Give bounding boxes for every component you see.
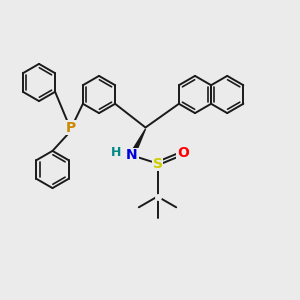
Text: N: N [126,148,138,162]
Text: S: S [152,157,163,170]
Polygon shape [127,129,146,162]
Text: O: O [177,146,189,160]
Text: H: H [111,146,122,160]
Text: P: P [65,121,76,134]
